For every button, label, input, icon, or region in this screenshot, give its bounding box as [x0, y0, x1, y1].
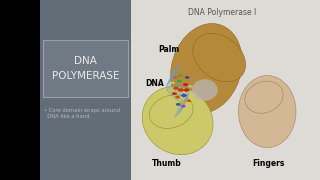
FancyBboxPatch shape	[43, 40, 128, 97]
Circle shape	[171, 82, 175, 84]
Circle shape	[176, 103, 181, 106]
Circle shape	[188, 85, 193, 88]
Circle shape	[187, 100, 191, 102]
Circle shape	[181, 94, 187, 97]
Circle shape	[181, 105, 186, 107]
Ellipse shape	[192, 79, 218, 101]
Text: DNA
POLYMERASE: DNA POLYMERASE	[52, 56, 119, 81]
Circle shape	[178, 74, 182, 77]
Ellipse shape	[171, 24, 242, 113]
Circle shape	[172, 92, 177, 95]
Ellipse shape	[149, 95, 193, 128]
Circle shape	[178, 88, 184, 92]
Text: • Core domain wraps around
  DNA like a hand.: • Core domain wraps around DNA like a ha…	[44, 108, 120, 119]
Text: Thumb: Thumb	[152, 159, 182, 168]
Circle shape	[173, 87, 179, 90]
Bar	[40, 0, 131, 180]
Bar	[0, 0, 40, 180]
Circle shape	[173, 76, 178, 79]
Circle shape	[177, 80, 181, 82]
Ellipse shape	[193, 33, 245, 82]
Text: DNA: DNA	[146, 79, 164, 88]
Text: Fingers: Fingers	[252, 159, 285, 168]
Circle shape	[185, 76, 189, 79]
Ellipse shape	[238, 76, 296, 148]
Circle shape	[180, 101, 185, 104]
Circle shape	[184, 88, 189, 92]
Text: DNA Polymerase I: DNA Polymerase I	[188, 8, 257, 17]
Circle shape	[183, 83, 188, 86]
Ellipse shape	[245, 81, 283, 113]
Ellipse shape	[142, 86, 213, 155]
Text: Palm: Palm	[158, 45, 180, 54]
Bar	[131, 0, 320, 180]
Circle shape	[175, 96, 180, 99]
